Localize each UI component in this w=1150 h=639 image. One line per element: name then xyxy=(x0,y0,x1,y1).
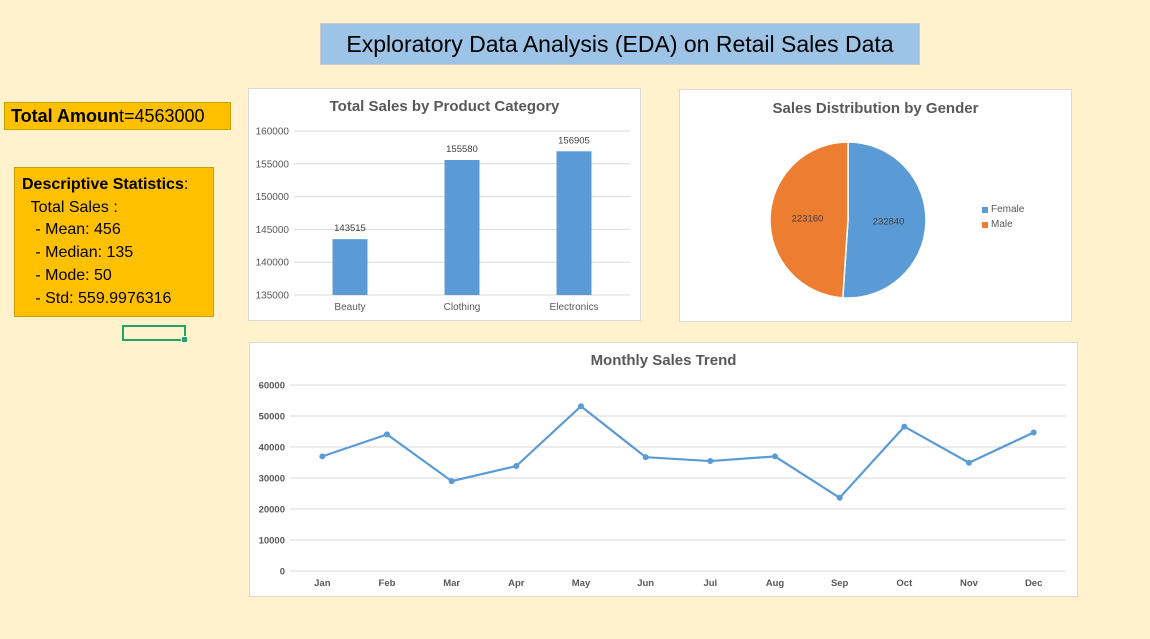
bar-x-tick-label-clothing: Clothing xyxy=(444,302,481,313)
line-x-tick-label-apr: Apr xyxy=(508,578,525,589)
pie-chart-title: Sales Distribution by Gender xyxy=(772,100,979,117)
selected-cell-outline[interactable] xyxy=(122,325,188,343)
pie-chart-svg: 232840 223160 xyxy=(769,141,927,299)
line-point-apr xyxy=(513,463,520,470)
line-x-tick-label-jun: Jun xyxy=(637,578,654,589)
bar-y-tick-label-2: 145000 xyxy=(256,225,290,236)
line-y-tick-label-6: 60000 xyxy=(259,381,285,392)
line-chart-title: Monthly Sales Trend xyxy=(590,352,737,369)
bar-electronics xyxy=(556,151,592,295)
stat-total-sales: Total Sales : xyxy=(22,198,118,216)
descriptive-statistics-cell[interactable]: Descriptive Statistics: Total Sales : - … xyxy=(14,167,214,317)
line-x-tick-label-feb: Feb xyxy=(379,578,396,589)
line-x-tick-label-aug: Aug xyxy=(766,578,785,589)
line-point-mar xyxy=(448,478,455,485)
stat-mean: - Mean: 456 xyxy=(22,221,121,239)
line-y-tick-label-5: 50000 xyxy=(259,412,285,423)
bar-y-tick-label-3: 150000 xyxy=(256,192,290,203)
line-x-tick-label-may: May xyxy=(572,578,591,589)
pie-slice-male xyxy=(769,141,849,299)
line-point-jan xyxy=(319,453,326,460)
bar-data-label-beauty: 143515 xyxy=(334,223,366,234)
pie-slice-female xyxy=(842,141,927,299)
stats-heading-line: Descriptive Statistics: xyxy=(22,174,213,197)
bar-y-tick-label-5: 160000 xyxy=(256,127,290,138)
stats-heading: Descriptive Statistics xyxy=(22,176,184,193)
total-amount-cell[interactable]: Total Amount=4563000 xyxy=(4,102,231,130)
line-point-jun xyxy=(642,454,649,461)
line-point-jul xyxy=(707,458,714,465)
line-point-aug xyxy=(772,453,778,460)
total-amount-value: t=4563000 xyxy=(118,106,205,126)
line-x-tick-label-dec: Dec xyxy=(1025,578,1042,589)
line-x-tick-label-oct: Oct xyxy=(896,578,913,589)
page-title: Exploratory Data Analysis (EDA) on Retai… xyxy=(320,23,920,65)
line-series-monthly-sales xyxy=(321,405,1035,499)
line-y-tick-label-4: 40000 xyxy=(259,443,285,454)
bar-chart-title: Total Sales by Product Category xyxy=(329,98,560,115)
bar-chart-panel[interactable]: Total Sales by Product Category 135000 14… xyxy=(248,88,641,321)
bar-y-tick-label-4: 155000 xyxy=(256,159,290,170)
stats-heading-colon: : xyxy=(183,176,189,193)
line-point-feb xyxy=(384,431,390,438)
pie-legend: Female Male xyxy=(982,202,1024,232)
pie-data-label-female: 232840 xyxy=(873,216,905,227)
line-point-dec xyxy=(1030,429,1037,436)
bar-x-tick-label-electronics: Electronics xyxy=(550,302,599,313)
line-y-tick-label-3: 30000 xyxy=(259,474,285,485)
line-point-may xyxy=(578,403,584,410)
legend-item-male: Male xyxy=(982,217,1024,232)
bar-data-label-clothing: 155580 xyxy=(446,144,478,155)
stat-std: - Std: 559.9976316 xyxy=(22,289,172,307)
line-y-tick-label-0: 0 xyxy=(280,567,285,578)
line-point-oct xyxy=(901,423,908,430)
line-x-tick-label-jul: Jul xyxy=(703,578,717,589)
legend-label-male: Male xyxy=(991,219,1013,230)
line-chart-panel[interactable]: Monthly Sales Trend 0 10000 20000 30000 4000… xyxy=(249,342,1078,597)
stat-mode: - Mode: 50 xyxy=(22,266,112,284)
bar-data-label-electronics: 156905 xyxy=(558,135,590,146)
bar-x-tick-label-beauty: Beauty xyxy=(334,302,365,313)
pie-data-label-male: 223160 xyxy=(792,214,824,225)
line-x-tick-label-mar: Mar xyxy=(443,578,460,589)
bar-beauty xyxy=(332,239,368,295)
bar-y-tick-label-0: 135000 xyxy=(256,291,290,302)
line-x-tick-label-sep: Sep xyxy=(831,578,849,589)
pie-chart-panel[interactable]: Sales Distribution by Gender 232840 22316… xyxy=(679,89,1072,322)
line-x-tick-label-nov: Nov xyxy=(960,578,979,589)
total-amount-label: Total Amoun xyxy=(11,106,119,126)
bar-clothing xyxy=(444,159,480,295)
line-point-nov xyxy=(966,459,972,466)
legend-label-female: Female xyxy=(991,204,1025,215)
line-x-tick-label-jan: Jan xyxy=(314,578,331,589)
line-y-tick-label-1: 10000 xyxy=(259,536,285,547)
stat-median: - Median: 135 xyxy=(22,244,134,262)
legend-item-female: Female xyxy=(982,202,1024,217)
line-chart-svg: 0 10000 20000 30000 40000 50000 60000 Jan Feb Mar… xyxy=(259,381,1066,589)
bar-chart-svg: 135000 140000 145000 150000 155000 160000 1435… xyxy=(256,127,630,313)
line-point-sep xyxy=(836,494,843,501)
legend-swatch-male xyxy=(982,221,988,228)
line-y-tick-label-2: 20000 xyxy=(259,505,285,516)
bar-y-tick-label-1: 140000 xyxy=(256,258,290,269)
fill-handle[interactable] xyxy=(181,336,188,343)
legend-swatch-female xyxy=(982,206,988,213)
